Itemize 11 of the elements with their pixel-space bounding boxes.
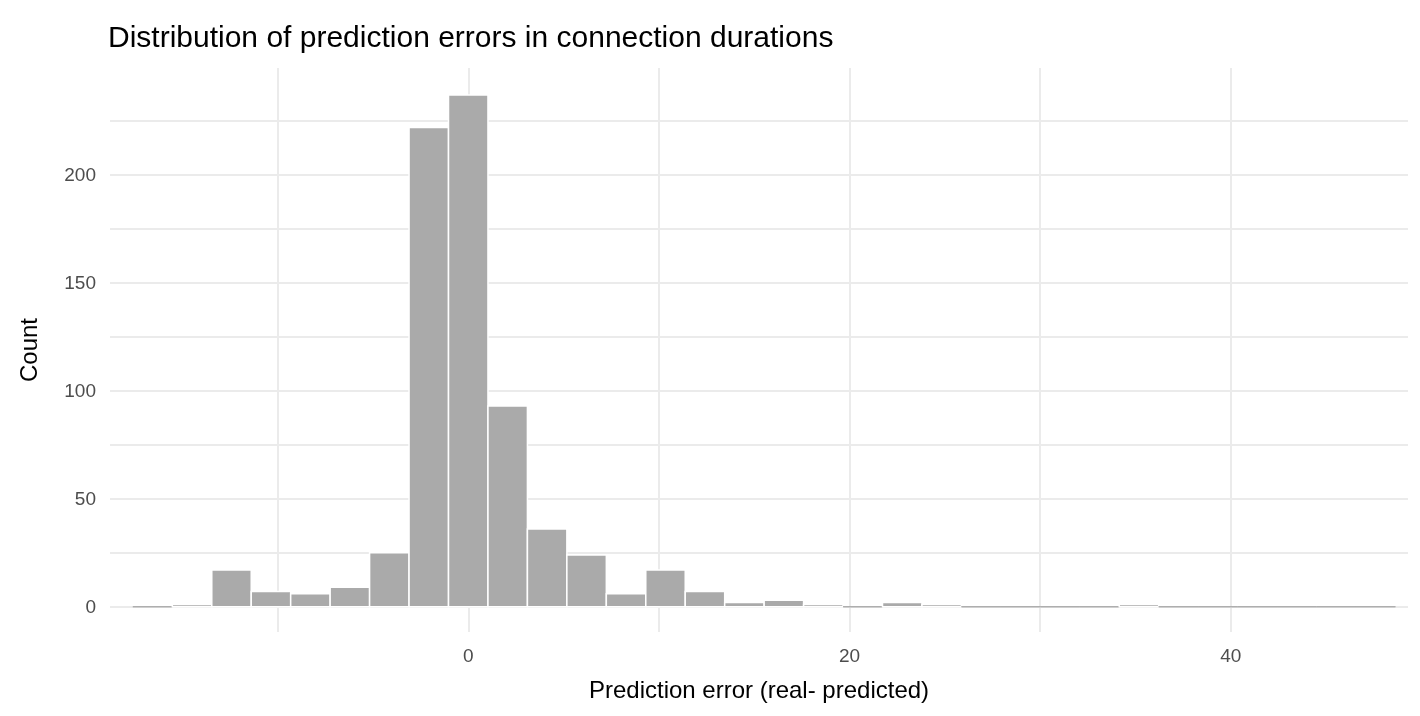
x-axis-title: Prediction error (real- predicted) [588, 675, 930, 703]
y-tick-label: 100 [64, 380, 96, 402]
y-tick-label: 200 [64, 164, 96, 186]
x-tick-label: 0 [463, 645, 474, 666]
x-tick-label: 40 [1220, 645, 1242, 666]
chart-title: Distribution of prediction errors in connection durations [108, 19, 834, 53]
x-tick-label: 20 [838, 645, 861, 666]
y-axis-title: Count [14, 317, 42, 383]
y-tick-label: 150 [64, 272, 96, 294]
y-tick-label: 50 [74, 488, 96, 510]
y-tick-label: 0 [85, 596, 96, 618]
